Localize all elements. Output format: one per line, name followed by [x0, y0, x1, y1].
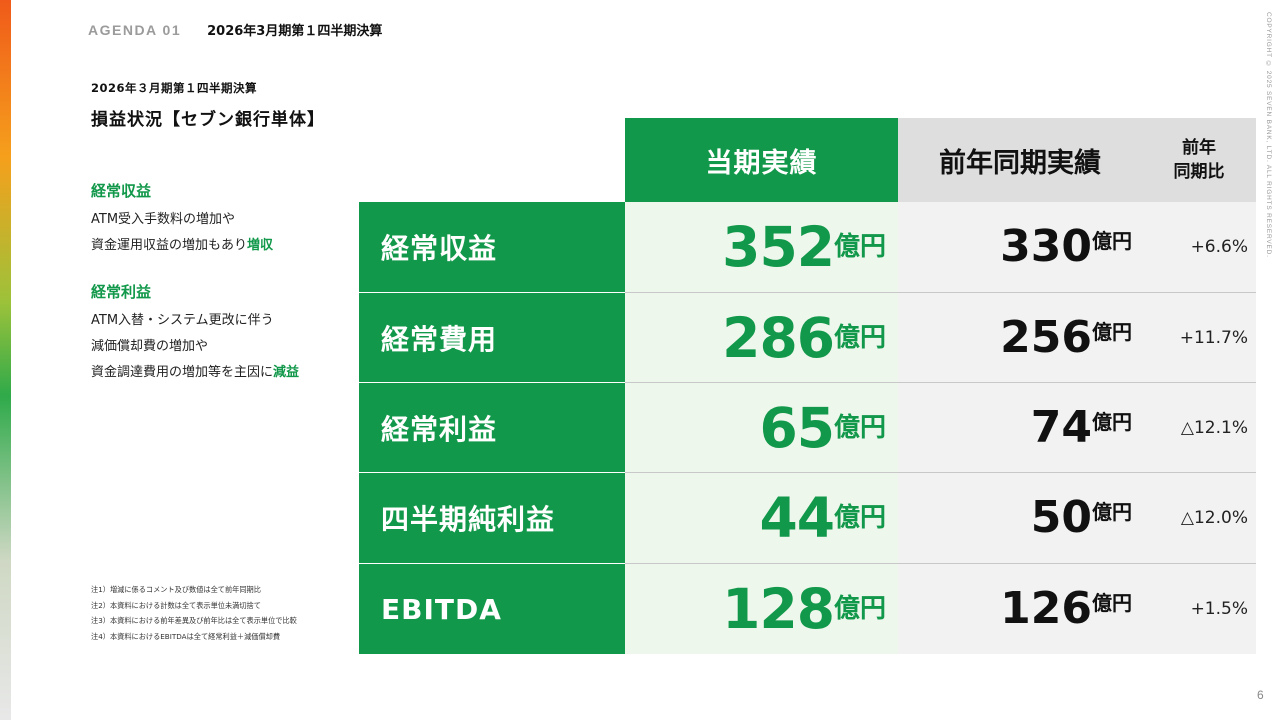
yoy-value: +1.5%: [1142, 564, 1256, 654]
unit: 億円: [1092, 499, 1132, 524]
commentary-text: 資金運用収益の増加もあり: [91, 238, 248, 253]
commentary-line: 減価償却費の増加や: [91, 339, 209, 354]
header-title: 2026年3月期第１四半期決算: [207, 24, 383, 39]
yoy-value: △12.0%: [1142, 473, 1256, 563]
unit: 億円: [1092, 228, 1132, 253]
previous-value: 330: [1000, 220, 1092, 272]
row-label: 経常収益: [359, 202, 625, 292]
unit: 億円: [1092, 409, 1132, 434]
footnote: 注4）本資料におけるEBITDAは全て経常利益＋減価償却費: [91, 631, 281, 641]
commentary-line: ATM受入手数料の増加や: [91, 212, 236, 227]
current-value-cell: 352 億円: [625, 202, 898, 292]
commentary-text: 資金調達費用の増加等を主因に: [91, 365, 274, 380]
table-row: 経常費用 286 億円 256 億円 +11.7%: [359, 292, 1256, 383]
previous-value: 256: [1000, 311, 1092, 363]
current-value: 65: [759, 395, 835, 460]
unit: 億円: [833, 322, 886, 353]
column-header-previous: 前年同期実績: [898, 118, 1142, 202]
brand-gradient-bar: [0, 0, 11, 720]
commentary-line: ATM入替・システム更改に伴う: [91, 313, 274, 328]
yoy-header-line: 同期比: [1173, 162, 1225, 182]
row-label: 経常利益: [359, 382, 625, 473]
footnote: 注3）本資料における前年差異及び前年比は全て表示単位で比較: [91, 616, 297, 625]
slide-header: AGENDA 01 2026年3月期第１四半期決算: [88, 20, 383, 40]
current-value-cell: 65 億円: [625, 383, 898, 473]
current-value-cell: 44 億円: [625, 473, 898, 563]
current-value-cell: 286 億円: [625, 293, 898, 383]
agenda-label: AGENDA 01: [88, 21, 182, 38]
current-value-cell: 128 億円: [625, 564, 898, 654]
commentary-line: 資金調達費用の増加等を主因に減益: [91, 360, 356, 386]
commentary-accent: 増収: [247, 238, 274, 253]
previous-value: 74: [1030, 401, 1092, 453]
unit: 億円: [833, 231, 886, 262]
current-value: 286: [722, 305, 835, 370]
page-title: 損益状況【セブン銀行単体】: [91, 110, 325, 130]
table-row: EBITDA 128 億円 126 億円 +1.5%: [359, 563, 1256, 654]
yoy-value: △12.1%: [1142, 383, 1256, 473]
column-header-yoy: 前年 同期比: [1142, 118, 1256, 202]
previous-value-cell: 50 億円: [898, 473, 1142, 563]
previous-value-cell: 126 億円: [898, 564, 1142, 654]
table-row: 経常利益 65 億円 74 億円 △12.1%: [359, 382, 1256, 473]
commentary-accent: 減益: [273, 365, 300, 380]
previous-value: 126: [1000, 582, 1092, 634]
current-value: 352: [722, 214, 835, 279]
unit: 億円: [833, 502, 886, 533]
commentary-line: 資金運用収益の増加もあり増収: [91, 233, 356, 259]
copyright-notice: COPYRIGHT © 2025 SEVEN BANK, LTD. ALL RI…: [1265, 12, 1272, 258]
row-label: 経常費用: [359, 292, 625, 383]
previous-value: 50: [1030, 491, 1092, 543]
row-label: 四半期純利益: [359, 472, 625, 563]
current-value: 128: [722, 576, 835, 641]
unit: 億円: [833, 412, 886, 443]
footnote: 注2）本資料における計数は全て表示単位未満切捨て: [91, 600, 261, 610]
unit: 億円: [1092, 590, 1132, 615]
yoy-value: +6.6%: [1142, 202, 1256, 292]
unit: 億円: [833, 593, 886, 624]
page-number: 6: [1257, 688, 1264, 702]
column-header-current: 当期実績: [625, 118, 898, 202]
table-row: 四半期純利益 44 億円 50 億円 △12.0%: [359, 472, 1256, 563]
commentary-block-profit: 経常利益 ATM入替・システム更改に伴う 減価償却費の増加や 資金調達費用の増加…: [91, 281, 356, 386]
current-value: 44: [759, 485, 835, 550]
commentary: 経常収益 ATM受入手数料の増加や 資金運用収益の増加もあり増収 経常利益 AT…: [91, 180, 356, 386]
commentary-heading: 経常利益: [91, 283, 152, 301]
previous-value-cell: 330 億円: [898, 202, 1142, 292]
table-row: 経常収益 352 億円 330 億円 +6.6%: [359, 202, 1256, 292]
footnote: 注1）増減に係るコメント及び数値は全て前年同期比: [91, 585, 261, 594]
commentary-block-revenue: 経常収益 ATM受入手数料の増加や 資金運用収益の増加もあり増収: [91, 180, 356, 259]
row-label: EBITDA: [359, 563, 625, 654]
yoy-value: +11.7%: [1142, 293, 1256, 383]
yoy-header-line: 前年: [1182, 138, 1216, 158]
slide-subtitle: 2026年３月期第１四半期決算: [91, 81, 258, 95]
commentary-heading: 経常収益: [91, 182, 152, 200]
previous-value-cell: 74 億円: [898, 383, 1142, 473]
unit: 億円: [1092, 319, 1132, 344]
previous-value-cell: 256 億円: [898, 293, 1142, 383]
footnotes: 注1）増減に係るコメント及び数値は全て前年同期比 注2）本資料における計数は全て…: [91, 582, 297, 644]
